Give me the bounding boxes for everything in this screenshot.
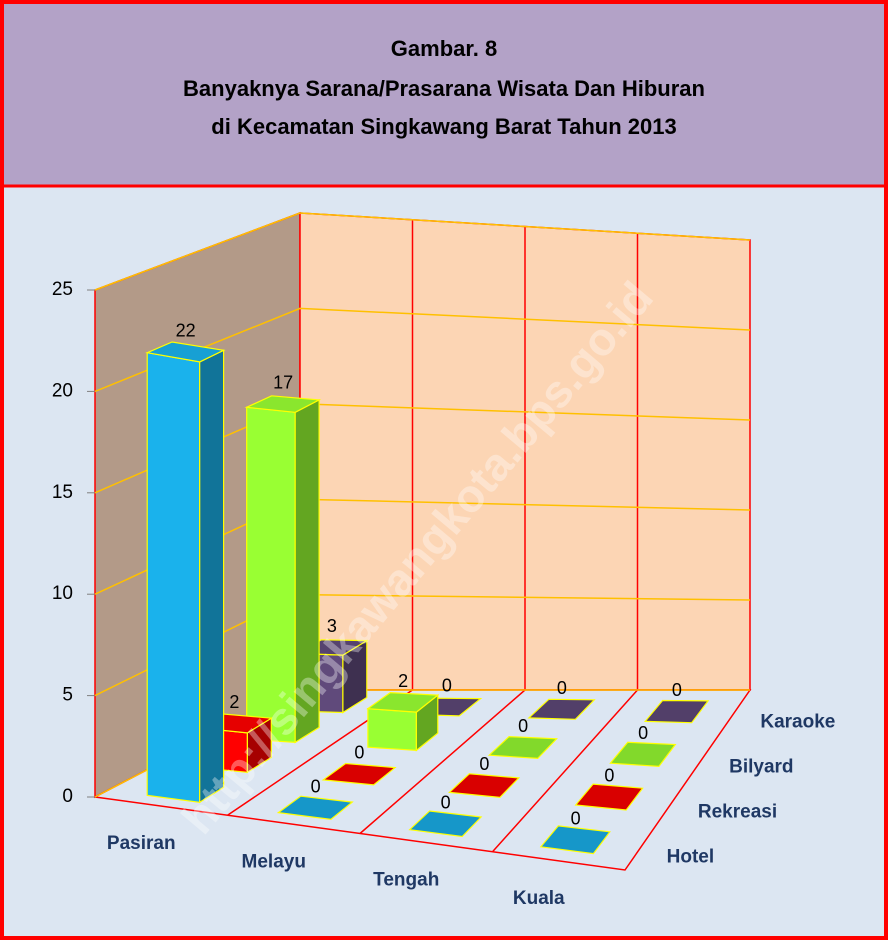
bar-top: [321, 762, 397, 786]
y-tick-label: 25: [52, 279, 73, 300]
bar: [145, 341, 226, 804]
bar-front: [146, 351, 201, 803]
bar: [276, 795, 354, 821]
y-tick-label: 0: [62, 786, 73, 807]
value-label: 0: [571, 808, 581, 828]
bar-top: [276, 795, 354, 821]
value-label: 0: [672, 680, 682, 700]
value-label: 22: [176, 320, 196, 340]
bar: [527, 698, 596, 720]
series-label: Karaoke: [760, 712, 835, 733]
bar: [366, 691, 440, 752]
chart-title: Banyaknya Sarana/Prasarana Wisata Dan Hi…: [183, 76, 705, 101]
x-tick-label: Tengah: [373, 870, 439, 891]
bar-top: [448, 773, 521, 799]
bar-top: [244, 395, 322, 413]
bar: [574, 783, 644, 811]
bar-top: [145, 341, 226, 363]
bar-top: [609, 741, 677, 768]
value-label: 0: [354, 743, 364, 763]
bar-top: [487, 735, 558, 760]
value-label: 0: [441, 792, 451, 812]
x-tick-label: Melayu: [242, 851, 306, 872]
y-tick-label: 15: [52, 482, 73, 503]
grid-line: [94, 212, 751, 291]
bar-side: [199, 349, 225, 804]
y-tick-label: 5: [62, 685, 73, 706]
bar-top: [539, 825, 611, 855]
series-label: Rekreasi: [698, 802, 777, 823]
bar-front: [367, 708, 417, 752]
bar: [643, 699, 710, 724]
bar: [448, 773, 521, 799]
bar-top: [643, 699, 710, 724]
bar: [487, 735, 558, 760]
chart-title: di Kecamatan Singkawang Barat Tahun 2013: [211, 114, 676, 139]
chart-title: Gambar. 8: [391, 36, 497, 61]
value-label: 0: [557, 678, 567, 698]
x-tick-label: Pasiran: [107, 833, 176, 854]
bar-top: [366, 691, 440, 713]
value-label: 2: [398, 671, 408, 691]
bar: [408, 810, 483, 838]
bar-top: [527, 698, 596, 720]
series-label: Hotel: [667, 847, 715, 868]
series-label: Bilyard: [729, 757, 793, 778]
bar: [609, 741, 677, 768]
y-tick-label: 10: [52, 583, 73, 604]
value-label: 2: [229, 692, 239, 712]
bar-top: [574, 783, 644, 811]
value-label: 0: [479, 754, 489, 774]
value-label: 0: [311, 776, 321, 796]
x-tick-label: Kuala: [513, 888, 565, 909]
value-label: 0: [638, 723, 648, 743]
title-band: [4, 4, 884, 186]
value-label: 0: [518, 716, 528, 736]
bar-top: [408, 810, 483, 838]
value-label: 3: [327, 616, 337, 636]
value-label: 0: [604, 766, 614, 786]
y-tick-label: 20: [52, 380, 73, 401]
bar: [539, 825, 611, 855]
value-label: 17: [273, 373, 293, 393]
bar: [244, 395, 322, 744]
value-label: 0: [442, 676, 452, 696]
bar: [321, 762, 397, 786]
